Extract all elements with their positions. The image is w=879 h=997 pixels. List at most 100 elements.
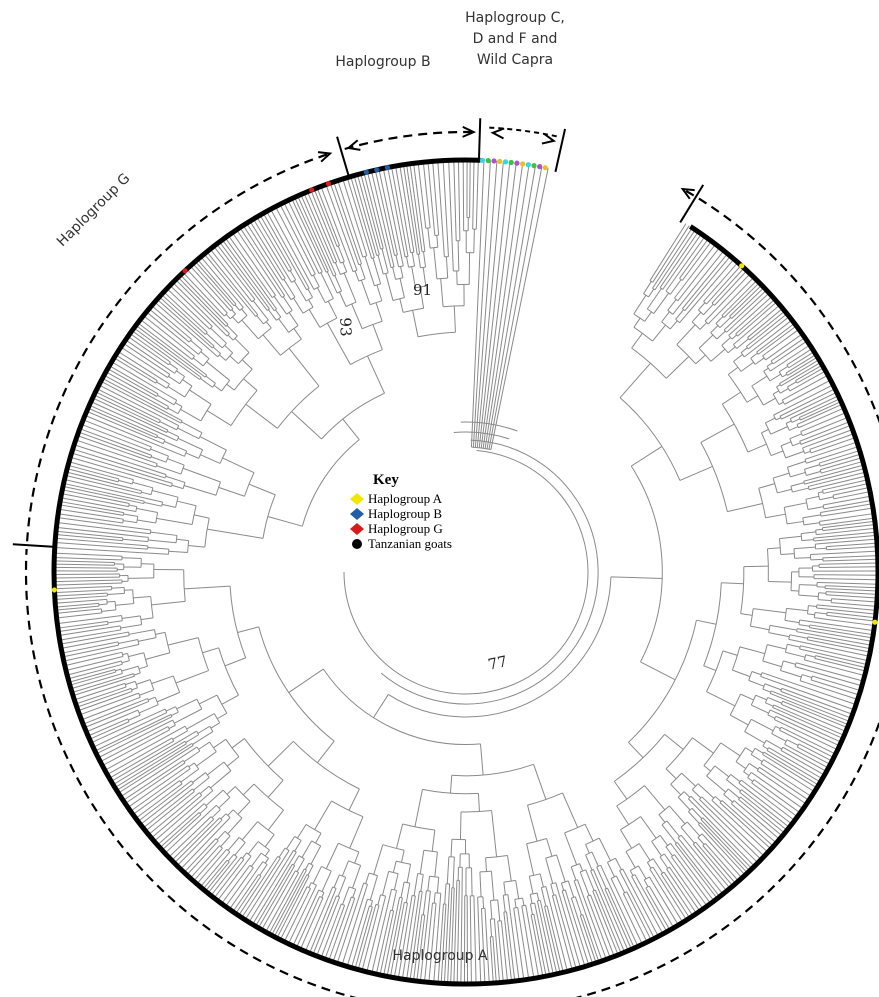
internal-branch <box>586 896 592 906</box>
tip-branch <box>127 336 169 366</box>
internal-branch <box>219 354 227 361</box>
tip-branch <box>497 925 504 983</box>
tip-branch <box>428 913 436 983</box>
node-arc <box>698 347 712 362</box>
internal-branch <box>139 552 169 555</box>
node-arc <box>698 822 701 825</box>
internal-branch <box>529 903 533 915</box>
tip-branch <box>775 333 803 354</box>
node-arc <box>719 800 723 804</box>
node-arc <box>182 760 186 764</box>
node-arc <box>814 655 816 659</box>
node-arc <box>193 762 200 770</box>
internal-branch <box>185 734 199 743</box>
tip-branch <box>115 354 158 382</box>
internal-branch <box>336 896 341 905</box>
tip-branch <box>54 557 106 560</box>
tip-branch <box>447 887 453 984</box>
tip-branch <box>795 364 823 381</box>
internal-branch <box>242 855 252 868</box>
internal-branch <box>226 851 231 857</box>
tip-branch <box>213 245 247 288</box>
haplogroup-a-tip-marker <box>739 263 745 269</box>
tip-branch <box>393 911 407 978</box>
haplogroup-b-start-arrow-icon <box>346 139 361 151</box>
tip-branch <box>173 817 221 864</box>
internal-branch <box>781 687 790 692</box>
internal-branch <box>123 543 148 547</box>
outgroup-branch <box>478 162 511 448</box>
tip-branch <box>820 453 861 467</box>
internal-branch <box>213 304 225 317</box>
node-arc <box>700 817 704 820</box>
internal-branch <box>337 245 345 262</box>
internal-branch <box>766 362 773 367</box>
internal-branch <box>727 502 763 513</box>
internal-branch <box>305 256 316 275</box>
haplogroup-cdf-boundary-tick <box>477 118 482 163</box>
node-arc <box>281 295 285 298</box>
node-arc <box>232 809 243 819</box>
internal-branch <box>227 837 240 851</box>
internal-branch <box>241 359 253 370</box>
tip-branch <box>262 213 308 291</box>
tip-branch <box>60 632 123 645</box>
node-arc <box>758 488 767 518</box>
internal-branch <box>751 704 769 714</box>
tip-branch <box>799 421 850 442</box>
internal-branch <box>177 730 197 743</box>
tip-branch <box>515 926 525 980</box>
tip-branch <box>386 897 403 977</box>
internal-branch <box>167 407 179 415</box>
internal-branch <box>433 221 436 236</box>
internal-branch <box>457 240 460 271</box>
tip-branch <box>316 187 340 246</box>
node-arc <box>760 432 772 456</box>
internal-branch <box>661 311 670 323</box>
node-arc <box>137 666 141 674</box>
internal-branch <box>314 800 332 830</box>
internal-branch <box>183 484 217 496</box>
node-arc <box>802 517 805 525</box>
tip-branch <box>107 747 155 776</box>
node-arc <box>772 704 775 708</box>
tip-branch <box>817 681 860 696</box>
node-arc <box>402 823 435 831</box>
tip-branch <box>809 627 873 639</box>
tip-branch <box>721 808 769 853</box>
tip-branch <box>217 867 243 901</box>
internal-branch <box>762 352 767 357</box>
tip-branch <box>55 534 123 542</box>
tip-branch <box>56 609 90 614</box>
node-arc <box>676 344 697 365</box>
internal-branch <box>231 856 238 864</box>
tip-branch <box>78 431 151 459</box>
tip-branch <box>59 504 124 516</box>
internal-branch <box>652 324 666 342</box>
tip-branch <box>238 856 279 916</box>
internal-branch <box>210 722 220 729</box>
internal-branch <box>309 884 317 900</box>
internal-branch <box>507 894 511 913</box>
internal-branch <box>354 851 360 864</box>
internal-branch <box>631 333 643 349</box>
internal-branch <box>169 780 180 789</box>
internal-branch <box>239 859 245 865</box>
internal-branch <box>781 703 793 710</box>
internal-branch <box>143 478 172 488</box>
tip-branch <box>148 308 186 340</box>
node-arc <box>244 472 255 497</box>
node-arc <box>222 789 231 798</box>
node-arc <box>643 293 649 298</box>
tip-branch <box>58 508 116 519</box>
internal-branch <box>598 837 611 861</box>
tip-branch <box>337 180 361 249</box>
internal-branch <box>156 517 193 526</box>
legend-item-haplogroup-g: Haplogroup G <box>349 521 509 536</box>
node-arc <box>164 632 171 653</box>
internal-branch <box>349 898 356 913</box>
node-arc <box>348 860 361 866</box>
internal-branch <box>804 464 820 470</box>
tip-branch <box>66 471 142 492</box>
node-arc <box>404 881 410 884</box>
